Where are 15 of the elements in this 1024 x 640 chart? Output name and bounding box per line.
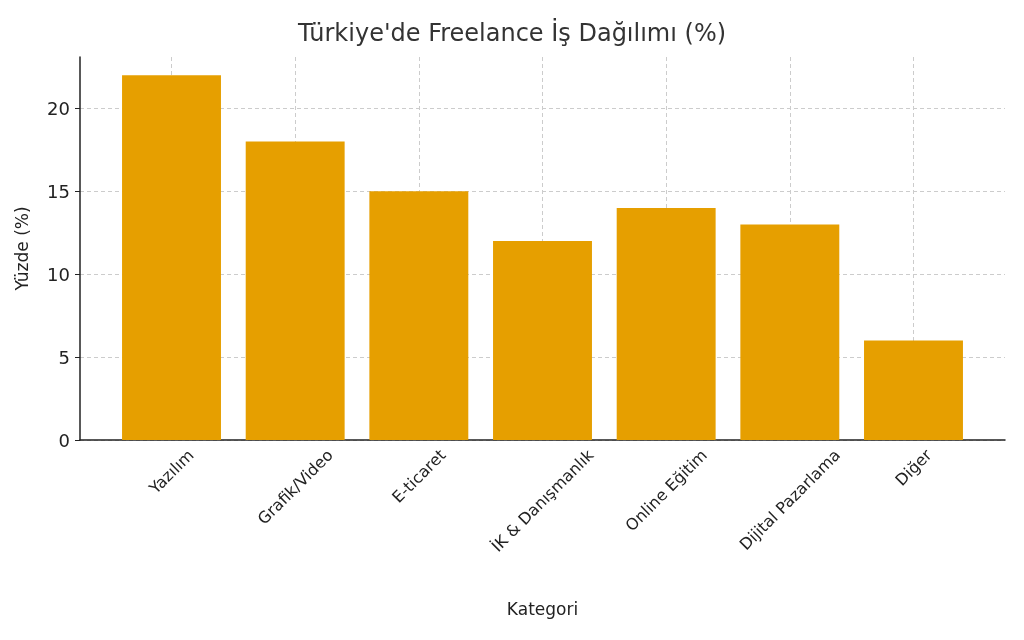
bar (616, 207, 716, 440)
chart-title: Türkiye'de Freelance İş Dağılımı (%) (296, 18, 727, 47)
y-tick-label: 15 (47, 180, 70, 202)
y-tick-label: 5 (58, 346, 70, 368)
bar (493, 241, 592, 440)
x-axis-title: Kategori (506, 598, 579, 619)
bar (864, 340, 963, 440)
y-tick-label: 20 (47, 97, 70, 119)
bar (245, 141, 345, 440)
bar (740, 224, 840, 440)
y-tick-label: 0 (58, 429, 70, 451)
bar (369, 191, 469, 440)
bar (122, 75, 221, 440)
y-tick-label: 10 (47, 263, 70, 285)
y-axis-title: Yüzde (%) (11, 206, 32, 292)
